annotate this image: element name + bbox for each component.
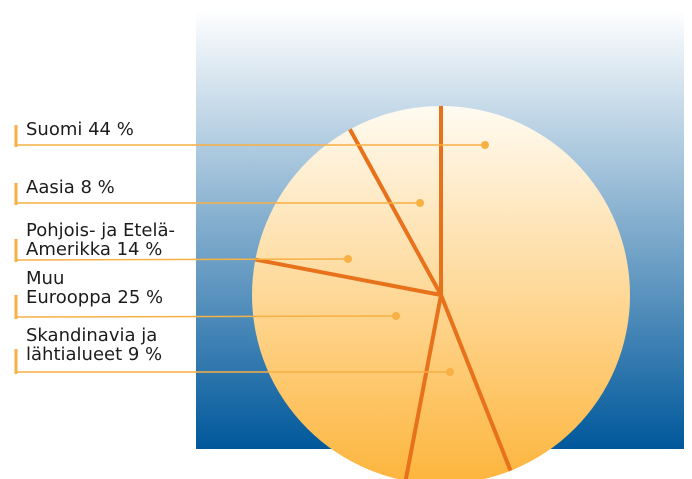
slice-dividers [254,106,513,479]
leader-lines [14,125,489,376]
slice-labels: Suomi 44 % Aasia 8 % Pohjois- ja Etelä-Ame… [26,119,175,365]
slice-divider [403,294,443,479]
slice-divider [348,128,443,296]
leader-dot [416,199,424,207]
leader-line [15,258,349,261]
slice-label: Pohjois- ja Etelä- [26,220,175,241]
leader-dot [344,255,352,263]
slice-label: Muu [26,268,64,289]
slice-label: Skandinavia ja [26,325,157,346]
slice-label: Eurooppa 25 % [26,287,163,308]
leader-dot [481,141,489,149]
slice-label: Suomi 44 % [26,119,134,140]
slice-label: Aasia 8 % [26,177,115,198]
leader-dot [446,368,454,376]
slice-divider [439,294,513,472]
leader-line [15,315,397,318]
slice-divider [254,257,442,297]
leader-dot [392,312,400,320]
slice-label: Amerikka 14 % [26,239,162,260]
slice-label: lähtialueet 9 % [26,344,162,365]
